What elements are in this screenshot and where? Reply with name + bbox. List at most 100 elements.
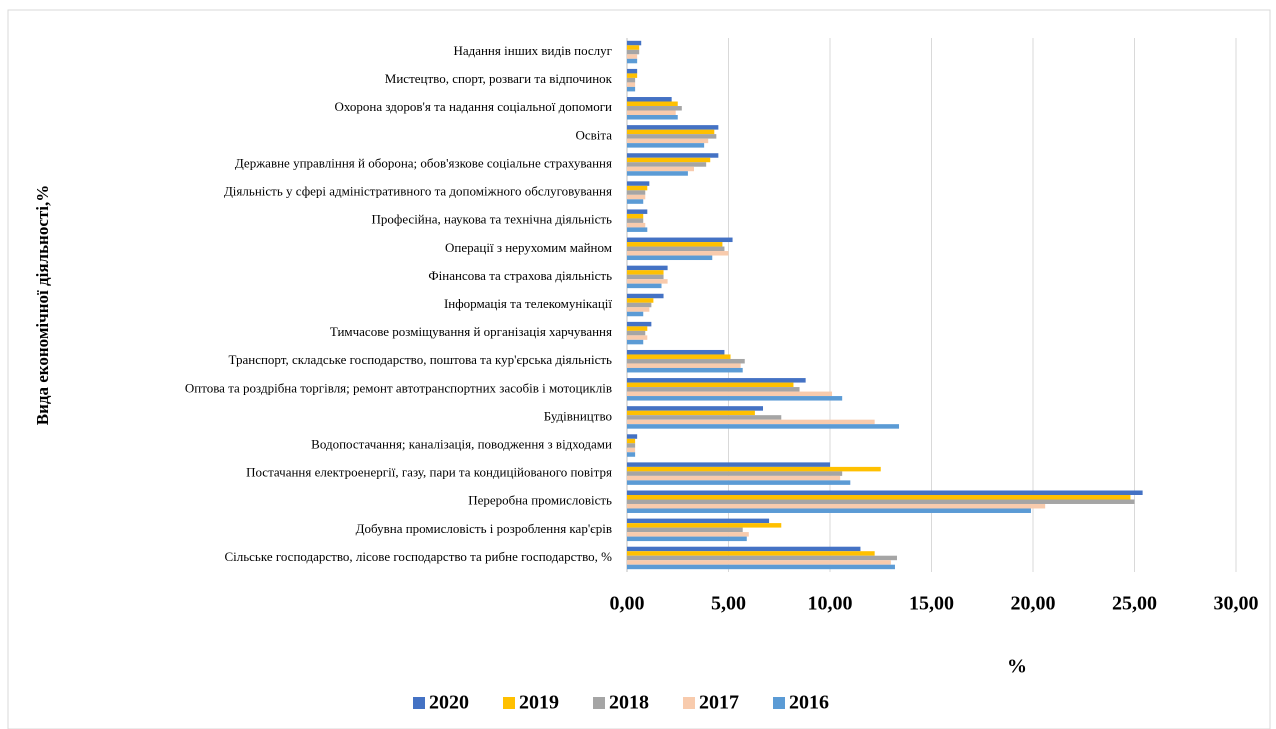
bar (627, 527, 743, 533)
legend-swatch (503, 697, 515, 709)
bar (627, 227, 648, 232)
legend-label: 2019 (519, 692, 559, 714)
bar (627, 125, 719, 130)
bar (627, 45, 640, 50)
bar (627, 349, 725, 355)
bar (627, 410, 755, 416)
bar (627, 265, 668, 271)
y-tick-label: Постачання електроенергії, газу, пари та… (246, 465, 612, 480)
bar (627, 185, 648, 191)
bar (627, 194, 646, 200)
bar (627, 321, 652, 327)
bar (627, 536, 747, 542)
bar (627, 564, 895, 570)
bar (627, 54, 638, 59)
bar (627, 255, 713, 261)
legend-label: 2016 (789, 692, 829, 714)
bar (627, 68, 638, 74)
bar (627, 438, 636, 444)
bar (627, 279, 668, 284)
bar (627, 134, 717, 139)
x-tick-label: 10,00 (808, 593, 853, 615)
bar (627, 555, 897, 561)
bar (627, 270, 664, 275)
bar (627, 396, 843, 401)
legend-swatch (683, 697, 695, 709)
legend-swatch (773, 697, 785, 709)
bar (627, 443, 636, 448)
y-tick-label: Водопостачання; каналізація, поводження … (311, 437, 612, 452)
y-tick-label: Оптова та роздрібна торгівля; ремонт авт… (185, 380, 612, 395)
y-tick-label: Державне управління й оборона; обов'язко… (235, 155, 612, 170)
bar (627, 73, 638, 78)
bar (627, 424, 900, 429)
bar (627, 58, 638, 64)
bar (627, 480, 851, 485)
bar (627, 382, 794, 388)
y-tick-label: Операції з нерухомим майном (445, 240, 612, 255)
bar (627, 302, 652, 308)
bar (627, 330, 646, 336)
bar (627, 406, 764, 411)
bar (627, 157, 711, 163)
bar (627, 209, 648, 214)
bar (627, 546, 861, 552)
y-tick-label: Фінансова та страхова діяльність (428, 268, 612, 283)
bar (627, 311, 644, 317)
bar (627, 222, 646, 228)
y-tick-label: Тимчасове розміщування й організація хар… (330, 324, 612, 339)
y-tick-label: Будівництво (544, 408, 612, 423)
bar (627, 283, 662, 289)
y-tick-label: Переробна промисловість (468, 493, 612, 508)
y-axis-label: Вида економічної діяльності,% (33, 185, 52, 425)
bar (627, 293, 664, 299)
y-tick-label: Професійна, наукова та технічна діяльніс… (372, 212, 613, 227)
bar (627, 86, 636, 92)
bar (627, 391, 833, 397)
bar (627, 471, 843, 476)
bar (627, 153, 719, 158)
bar (627, 466, 881, 472)
bar (627, 298, 654, 303)
bar (627, 307, 650, 312)
bar (627, 434, 638, 439)
bar (627, 97, 672, 102)
bar (627, 367, 743, 373)
y-tick-label: Мистецтво, спорт, розваги та відпочинок (385, 71, 613, 86)
bar (627, 532, 749, 537)
legend-label: 2017 (699, 692, 739, 714)
y-tick-label: Сільське господарство, лісове господарст… (224, 549, 612, 564)
y-tick-label: Охорона здоров'я та надання соціальної д… (334, 99, 612, 114)
bar (627, 115, 678, 120)
bar (627, 77, 636, 83)
bar (627, 560, 891, 565)
bar (627, 339, 644, 345)
bar (627, 237, 733, 243)
bar (627, 106, 682, 111)
bar (627, 274, 664, 280)
bar (627, 246, 725, 252)
bar (627, 378, 806, 383)
bar (627, 49, 640, 55)
x-tick-label: 30,00 (1214, 593, 1259, 615)
bar (627, 508, 1031, 513)
bar (627, 218, 644, 223)
y-tick-label: Добувна промисловість і розроблення кар'… (356, 521, 612, 536)
bar (627, 199, 644, 204)
y-tick-label: Транспорт, складське господарство, пошто… (229, 352, 613, 367)
bar (627, 358, 745, 364)
legend-swatch (413, 697, 425, 709)
bar (627, 82, 636, 87)
y-tick-label: Інформація та телекомунікації (444, 296, 612, 311)
bar (627, 499, 1135, 504)
bar (627, 171, 688, 176)
bar (627, 462, 830, 467)
y-tick-label: Надання інших видів послуг (453, 43, 612, 58)
bar (627, 166, 694, 172)
bar (627, 110, 676, 116)
x-tick-label: 25,00 (1112, 593, 1157, 615)
y-tick-label: Діяльність у сфері адміністративного та … (224, 184, 612, 199)
y-tick-label: Освіта (575, 127, 612, 142)
bar (627, 181, 650, 186)
